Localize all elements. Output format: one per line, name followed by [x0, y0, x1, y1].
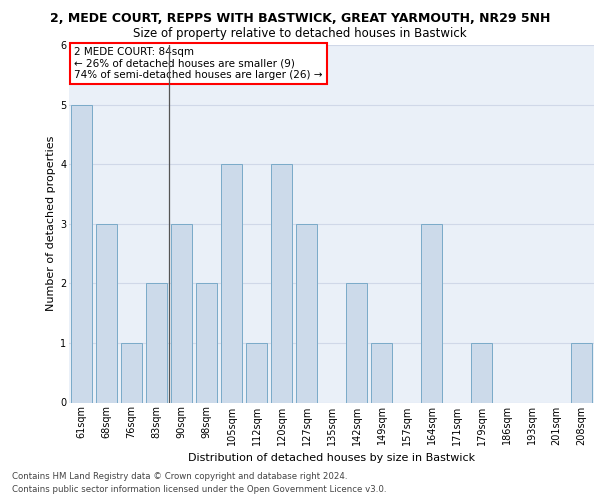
Bar	[96, 224, 117, 402]
Bar	[371, 343, 392, 402]
Bar	[196, 284, 217, 403]
Bar	[421, 224, 442, 402]
Text: Size of property relative to detached houses in Bastwick: Size of property relative to detached ho…	[133, 28, 467, 40]
Bar	[146, 284, 167, 403]
Bar	[221, 164, 242, 402]
Bar	[171, 224, 192, 402]
X-axis label: Distribution of detached houses by size in Bastwick: Distribution of detached houses by size …	[188, 453, 475, 463]
Text: 2, MEDE COURT, REPPS WITH BASTWICK, GREAT YARMOUTH, NR29 5NH: 2, MEDE COURT, REPPS WITH BASTWICK, GREA…	[50, 12, 550, 26]
Bar	[471, 343, 492, 402]
Bar	[246, 343, 267, 402]
Y-axis label: Number of detached properties: Number of detached properties	[46, 136, 56, 312]
Bar	[571, 343, 592, 402]
Bar	[296, 224, 317, 402]
Text: Contains public sector information licensed under the Open Government Licence v3: Contains public sector information licen…	[12, 485, 386, 494]
Text: 2 MEDE COURT: 84sqm
← 26% of detached houses are smaller (9)
74% of semi-detache: 2 MEDE COURT: 84sqm ← 26% of detached ho…	[74, 47, 323, 80]
Text: Contains HM Land Registry data © Crown copyright and database right 2024.: Contains HM Land Registry data © Crown c…	[12, 472, 347, 481]
Bar	[121, 343, 142, 402]
Bar	[71, 104, 92, 403]
Bar	[271, 164, 292, 402]
Bar	[346, 284, 367, 403]
